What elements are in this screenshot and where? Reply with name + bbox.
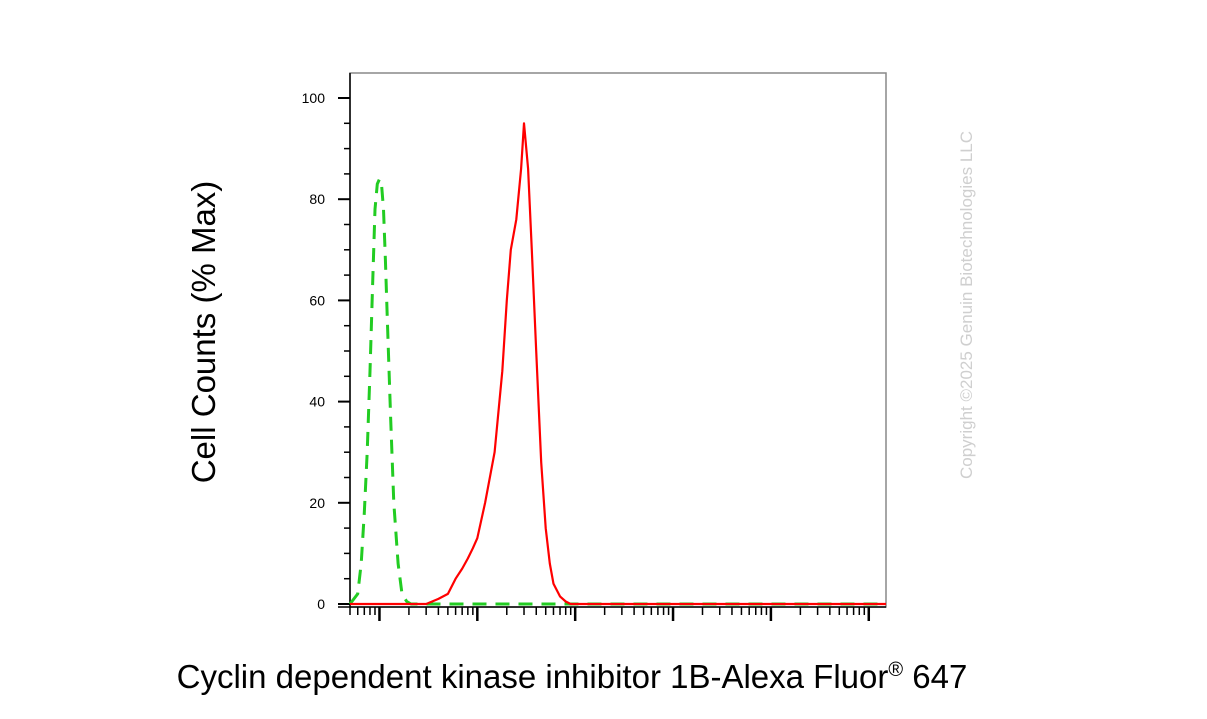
y-tick-label: 40 [309,394,325,410]
y-tick-label: 80 [309,191,325,207]
x-axis-title: Cyclin dependent kinase inhibitor 1B-Ale… [177,658,968,695]
plot-frame [349,72,887,608]
y-axis-title: Cell Counts (% Max) [185,181,222,484]
y-tick-label: 0 [317,596,325,612]
series-line-1 [348,177,886,606]
y-tick-label: 20 [309,495,325,511]
series-layer [348,122,886,606]
x-axis-title-registered-mark: ® [888,659,903,681]
series-line-2 [350,122,886,606]
x-axis [338,606,886,621]
y-tick-label: 60 [309,292,325,308]
x-axis-title-main: Cyclin dependent kinase inhibitor 1B-Ale… [177,658,889,695]
y-tick-label: 100 [302,90,326,106]
copyright-watermark: Copyright ©2025 Genuin Biotechnologies L… [957,131,976,479]
y-axis: 0 20 40 60 80 100 [302,73,351,612]
x-axis-title-end: 647 [903,658,967,695]
